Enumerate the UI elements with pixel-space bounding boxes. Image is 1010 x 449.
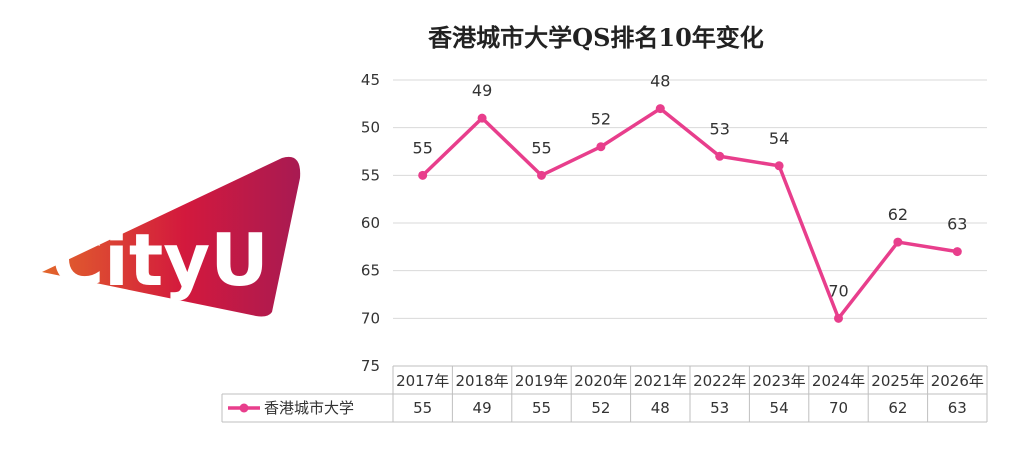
data-point xyxy=(596,142,606,152)
data-label: 62 xyxy=(888,205,908,224)
x-category-label: 2025年 xyxy=(871,372,924,390)
data-label: 48 xyxy=(650,72,670,91)
table-value-cell: 48 xyxy=(651,399,670,417)
data-label: 55 xyxy=(413,138,433,157)
y-tick-label: 60 xyxy=(361,214,380,232)
x-category-label: 2018年 xyxy=(456,372,509,390)
data-point xyxy=(715,151,725,161)
x-category-label: 2022年 xyxy=(693,372,746,390)
data-label: 53 xyxy=(710,119,730,138)
y-tick-label: 55 xyxy=(361,166,380,184)
table-value-cell: 54 xyxy=(770,399,789,417)
data-label: 55 xyxy=(531,138,551,157)
data-point xyxy=(655,104,665,114)
x-category-label: 2017年 xyxy=(396,372,449,390)
data-label: 52 xyxy=(591,110,611,129)
data-label: 54 xyxy=(769,129,789,148)
y-tick-label: 65 xyxy=(361,262,380,280)
data-label: 70 xyxy=(828,281,848,300)
data-point xyxy=(893,237,903,247)
data-table: 2017年 2018年 2019年 2020年 2021年 2022年 2023年 2024年… xyxy=(221,365,988,423)
series-line: 55 49 55 52 48 53 54 70 62 63 xyxy=(413,72,967,323)
data-point xyxy=(418,170,428,180)
legend-series-name: 香港城市大学 xyxy=(264,399,354,417)
y-tick-label: 75 xyxy=(361,357,380,375)
x-category-label: 2023年 xyxy=(753,372,806,390)
data-label: 63 xyxy=(947,215,967,234)
x-category-label: 2021年 xyxy=(634,372,687,390)
table-value-cell: 70 xyxy=(829,399,848,417)
chart-title: 香港城市大学QS排名10年变化 xyxy=(428,23,764,52)
data-point xyxy=(774,161,784,171)
series-line-path xyxy=(421,106,958,321)
y-tick-label: 45 xyxy=(361,71,380,89)
x-category-label: 2024年 xyxy=(812,372,865,390)
table-value-cell: 55 xyxy=(413,399,432,417)
legend-key-marker xyxy=(239,403,249,413)
data-point xyxy=(952,247,962,257)
table-value-cell: 55 xyxy=(532,399,551,417)
x-category-label: 2020年 xyxy=(574,372,627,390)
data-point xyxy=(537,170,546,180)
x-category-label: 2026年 xyxy=(931,372,984,390)
x-category-label: 2019年 xyxy=(515,372,568,390)
y-tick-label: 50 xyxy=(361,119,380,137)
cityu-logo: CityU xyxy=(42,156,301,317)
y-tick-label: 70 xyxy=(361,309,380,327)
table-value-cell: 52 xyxy=(591,399,610,417)
table-value-cell: 63 xyxy=(948,399,967,417)
logo-text: CityU xyxy=(51,218,268,302)
table-value-cell: 62 xyxy=(888,399,907,417)
data-point xyxy=(834,313,843,323)
data-point xyxy=(477,113,487,123)
table-value-cell: 49 xyxy=(473,399,492,417)
table-value-cell: 53 xyxy=(710,399,729,417)
y-axis-ticks: 45 50 55 60 65 70 75 xyxy=(361,71,380,375)
logo-shape xyxy=(42,156,301,317)
data-label: 49 xyxy=(472,81,492,100)
